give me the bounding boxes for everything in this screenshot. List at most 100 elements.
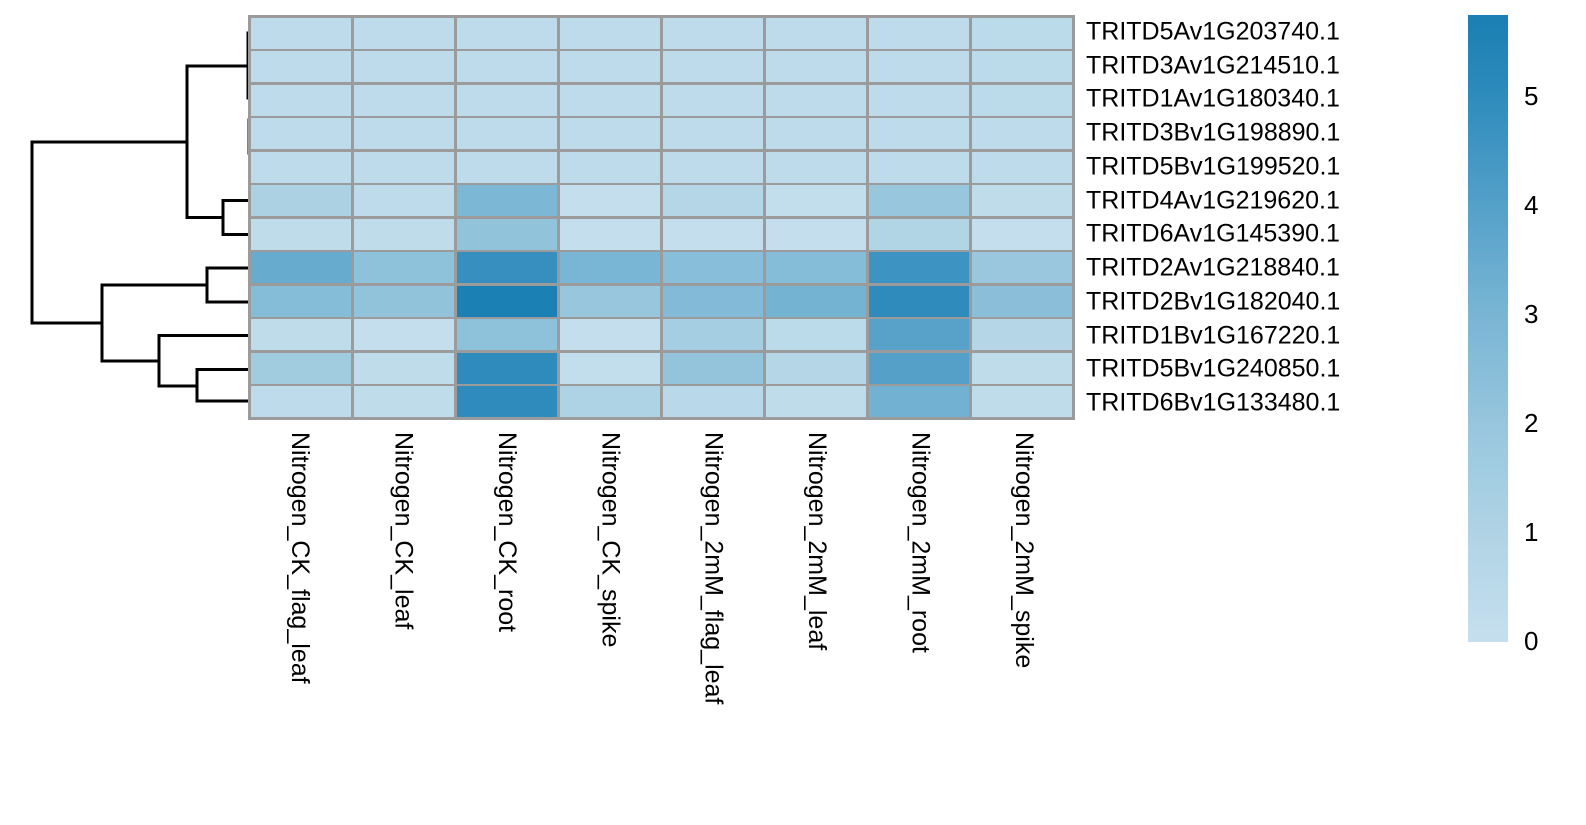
heatmap-cell-TRITD3Av1G214510.1-Nitrogen_CK_root: [456, 51, 558, 83]
heatmap-cell-TRITD2Av1G218840.1-Nitrogen_2mM_root: [868, 252, 970, 284]
colorbar-tick-0: 0: [1524, 626, 1539, 656]
heatmap-cell-TRITD6Av1G145390.1-Nitrogen_2mM_root: [868, 218, 970, 250]
heatmap-cell-TRITD5Av1G203740.1-Nitrogen_2mM_leaf: [765, 18, 867, 49]
heatmap-cell-TRITD2Bv1G182040.1-Nitrogen_CK_root: [456, 285, 558, 317]
row-label-TRITD6Bv1G133480.1: TRITD6Bv1G133480.1: [1086, 388, 1341, 417]
heatmap-cell-TRITD1Av1G180340.1-Nitrogen_CK_root: [456, 84, 558, 116]
heatmap-cell-TRITD4Av1G219620.1-Nitrogen_2mM_spike: [971, 185, 1072, 217]
heatmap-cell-TRITD2Bv1G182040.1-Nitrogen_2mM_root: [868, 285, 970, 317]
heatmap-cell-TRITD5Bv1G199520.1-Nitrogen_CK_leaf: [353, 151, 455, 183]
heatmap-cell-TRITD3Bv1G198890.1-Nitrogen_2mM_leaf: [765, 118, 867, 150]
heatmap-cell-TRITD3Av1G214510.1-Nitrogen_2mM_leaf: [765, 51, 867, 83]
heatmap-cell-TRITD1Av1G180340.1-Nitrogen_2mM_flag_leaf: [662, 84, 764, 116]
heatmap-cell-TRITD5Av1G203740.1-Nitrogen_2mM_flag_leaf: [662, 18, 764, 49]
heatmap-cell-TRITD4Av1G219620.1-Nitrogen_2mM_root: [868, 185, 970, 217]
heatmap-cell-TRITD6Bv1G133480.1-Nitrogen_2mM_flag_leaf: [662, 386, 764, 417]
column-label-Nitrogen_CK_leaf: Nitrogen_CK_leaf: [389, 432, 418, 630]
heatmap-cell-TRITD6Bv1G133480.1-Nitrogen_CK_spike: [559, 386, 661, 417]
row-label-TRITD4Av1G219620.1: TRITD4Av1G219620.1: [1086, 186, 1340, 215]
heatmap-cell-TRITD2Av1G218840.1-Nitrogen_2mM_spike: [971, 252, 1072, 284]
colorbar-tick-4: 4: [1524, 190, 1539, 220]
heatmap-cell-TRITD1Av1G180340.1-Nitrogen_2mM_spike: [971, 84, 1072, 116]
heatmap-cell-TRITD5Av1G203740.1-Nitrogen_CK_root: [456, 18, 558, 49]
heatmap-cell-TRITD3Av1G214510.1-Nitrogen_2mM_root: [868, 51, 970, 83]
heatmap-cell-TRITD5Bv1G199520.1-Nitrogen_2mM_root: [868, 151, 970, 183]
heatmap-cell-TRITD5Bv1G240850.1-Nitrogen_CK_leaf: [353, 352, 455, 384]
heatmap-cell-TRITD3Av1G214510.1-Nitrogen_CK_spike: [559, 51, 661, 83]
heatmap-cell-TRITD2Bv1G182040.1-Nitrogen_2mM_spike: [971, 285, 1072, 317]
row-label-TRITD3Av1G214510.1: TRITD3Av1G214510.1: [1086, 51, 1340, 80]
heatmap-cell-TRITD4Av1G219620.1-Nitrogen_CK_spike: [559, 185, 661, 217]
colorbar-tick-2: 2: [1524, 408, 1539, 438]
row-label-TRITD1Bv1G167220.1: TRITD1Bv1G167220.1: [1086, 321, 1341, 350]
row-label-TRITD3Bv1G198890.1: TRITD3Bv1G198890.1: [1086, 118, 1341, 147]
column-label-Nitrogen_CK_flag_leaf: Nitrogen_CK_flag_leaf: [286, 432, 315, 684]
heatmap-cell-TRITD5Av1G203740.1-Nitrogen_2mM_root: [868, 18, 970, 49]
colorbar-tick-5: 5: [1524, 81, 1539, 111]
row-label-TRITD2Av1G218840.1: TRITD2Av1G218840.1: [1086, 253, 1340, 282]
heatmap-cell-TRITD6Av1G145390.1-Nitrogen_2mM_spike: [971, 218, 1072, 250]
heatmap-cell-TRITD6Bv1G133480.1-Nitrogen_CK_root: [456, 386, 558, 417]
heatmap-cell-TRITD5Bv1G240850.1-Nitrogen_2mM_spike: [971, 352, 1072, 384]
heatmap-cell-TRITD4Av1G219620.1-Nitrogen_2mM_leaf: [765, 185, 867, 217]
heatmap-cell-TRITD2Av1G218840.1-Nitrogen_2mM_leaf: [765, 252, 867, 284]
heatmap-cell-TRITD6Av1G145390.1-Nitrogen_2mM_flag_leaf: [662, 218, 764, 250]
heatmap-cell-TRITD2Bv1G182040.1-Nitrogen_CK_leaf: [353, 285, 455, 317]
heatmap-cell-TRITD1Bv1G167220.1-Nitrogen_2mM_root: [868, 319, 970, 351]
heatmap-cell-TRITD5Bv1G240850.1-Nitrogen_2mM_flag_leaf: [662, 352, 764, 384]
heatmap-cell-TRITD6Bv1G133480.1-Nitrogen_CK_flag_leaf: [251, 386, 352, 417]
heatmap-cell-TRITD3Bv1G198890.1-Nitrogen_CK_spike: [559, 118, 661, 150]
heatmap-cell-TRITD6Bv1G133480.1-Nitrogen_CK_leaf: [353, 386, 455, 417]
heatmap-cell-TRITD1Bv1G167220.1-Nitrogen_CK_root: [456, 319, 558, 351]
heatmap-cell-TRITD5Bv1G199520.1-Nitrogen_2mM_spike: [971, 151, 1072, 183]
row-label-TRITD2Bv1G182040.1: TRITD2Bv1G182040.1: [1086, 287, 1341, 316]
heatmap-cell-TRITD5Bv1G199520.1-Nitrogen_CK_root: [456, 151, 558, 183]
heatmap-cell-TRITD3Bv1G198890.1-Nitrogen_CK_flag_leaf: [251, 118, 352, 150]
heatmap-cell-TRITD5Av1G203740.1-Nitrogen_CK_leaf: [353, 18, 455, 49]
heatmap-cell-TRITD2Av1G218840.1-Nitrogen_CK_flag_leaf: [251, 252, 352, 284]
heatmap-cell-TRITD4Av1G219620.1-Nitrogen_CK_flag_leaf: [251, 185, 352, 217]
heatmap-cell-TRITD3Bv1G198890.1-Nitrogen_2mM_flag_leaf: [662, 118, 764, 150]
heatmap-cell-TRITD2Bv1G182040.1-Nitrogen_CK_flag_leaf: [251, 285, 352, 317]
heatmap-cell-TRITD6Bv1G133480.1-Nitrogen_2mM_leaf: [765, 386, 867, 417]
row-label-TRITD5Bv1G240850.1: TRITD5Bv1G240850.1: [1086, 354, 1341, 383]
heatmap-cell-TRITD4Av1G219620.1-Nitrogen_CK_leaf: [353, 185, 455, 217]
heatmap-cell-TRITD2Av1G218840.1-Nitrogen_CK_root: [456, 252, 558, 284]
heatmap-cell-TRITD3Bv1G198890.1-Nitrogen_CK_root: [456, 118, 558, 150]
heatmap-cell-TRITD5Bv1G199520.1-Nitrogen_CK_spike: [559, 151, 661, 183]
heatmap-cell-TRITD6Av1G145390.1-Nitrogen_CK_flag_leaf: [251, 218, 352, 250]
heatmap-cell-TRITD6Av1G145390.1-Nitrogen_CK_leaf: [353, 218, 455, 250]
heatmap-cell-TRITD5Av1G203740.1-Nitrogen_CK_spike: [559, 18, 661, 49]
row-label-TRITD5Av1G203740.1: TRITD5Av1G203740.1: [1086, 17, 1340, 46]
heatmap-cell-TRITD3Bv1G198890.1-Nitrogen_2mM_root: [868, 118, 970, 150]
colorbar-tick-3: 3: [1524, 299, 1539, 329]
heatmap-cell-TRITD2Av1G218840.1-Nitrogen_CK_spike: [559, 252, 661, 284]
heatmap-cell-TRITD3Bv1G198890.1-Nitrogen_2mM_spike: [971, 118, 1072, 150]
colorbar-tick-1: 1: [1524, 517, 1539, 547]
heatmap-cell-TRITD1Bv1G167220.1-Nitrogen_CK_flag_leaf: [251, 319, 352, 351]
column-label-Nitrogen_CK_root: Nitrogen_CK_root: [492, 432, 521, 633]
heatmap-cell-TRITD1Bv1G167220.1-Nitrogen_2mM_leaf: [765, 319, 867, 351]
heatmap-cell-TRITD4Av1G219620.1-Nitrogen_CK_root: [456, 185, 558, 217]
heatmap-cell-TRITD5Bv1G240850.1-Nitrogen_CK_flag_leaf: [251, 352, 352, 384]
heatmap-cell-TRITD5Bv1G199520.1-Nitrogen_2mM_leaf: [765, 151, 867, 183]
heatmap-cell-TRITD6Av1G145390.1-Nitrogen_CK_spike: [559, 218, 661, 250]
column-label-Nitrogen_2mM_flag_leaf: Nitrogen_2mM_flag_leaf: [699, 432, 728, 705]
heatmap-cell-TRITD1Bv1G167220.1-Nitrogen_2mM_spike: [971, 319, 1072, 351]
heatmap-cell-TRITD2Bv1G182040.1-Nitrogen_2mM_flag_leaf: [662, 285, 764, 317]
heatmap-cell-TRITD5Av1G203740.1-Nitrogen_CK_flag_leaf: [251, 18, 352, 49]
heatmap-cell-TRITD1Av1G180340.1-Nitrogen_CK_flag_leaf: [251, 84, 352, 116]
heatmap-cell-TRITD1Av1G180340.1-Nitrogen_CK_leaf: [353, 84, 455, 116]
heatmap-cell-TRITD5Bv1G240850.1-Nitrogen_CK_root: [456, 352, 558, 384]
heatmap-grid: [248, 15, 1075, 420]
heatmap-cell-TRITD6Bv1G133480.1-Nitrogen_2mM_root: [868, 386, 970, 417]
heatmap-cell-TRITD2Bv1G182040.1-Nitrogen_CK_spike: [559, 285, 661, 317]
column-label-Nitrogen_2mM_root: Nitrogen_2mM_root: [906, 432, 935, 653]
heatmap-cell-TRITD5Bv1G240850.1-Nitrogen_2mM_root: [868, 352, 970, 384]
heatmap-cell-TRITD4Av1G219620.1-Nitrogen_2mM_flag_leaf: [662, 185, 764, 217]
column-label-Nitrogen_2mM_leaf: Nitrogen_2mM_leaf: [803, 432, 832, 651]
row-label-TRITD5Bv1G199520.1: TRITD5Bv1G199520.1: [1086, 152, 1341, 181]
heatmap-cell-TRITD6Bv1G133480.1-Nitrogen_2mM_spike: [971, 386, 1072, 417]
heatmap-cell-TRITD5Bv1G199520.1-Nitrogen_2mM_flag_leaf: [662, 151, 764, 183]
